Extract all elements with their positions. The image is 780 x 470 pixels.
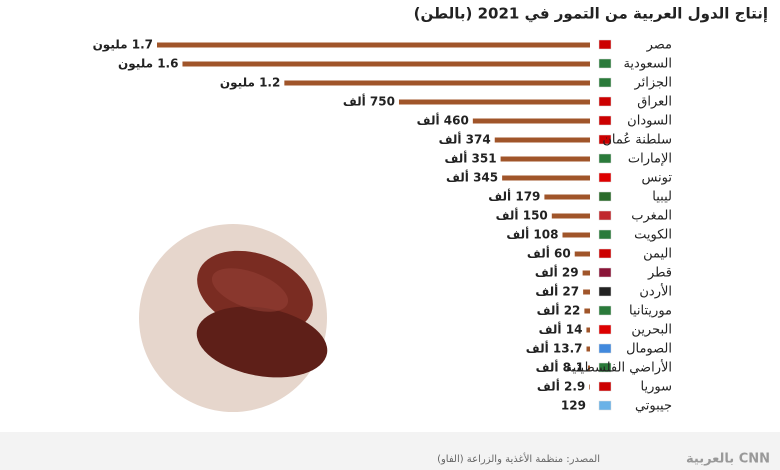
- bar: [586, 327, 590, 333]
- source: المصدر: منظمة الأغذية والزراعة (الفاو): [437, 452, 600, 465]
- value-label: 1.2 مليون: [220, 76, 280, 91]
- flag: [598, 77, 612, 88]
- flag: [598, 248, 612, 259]
- bar: [551, 213, 590, 219]
- bar: [398, 99, 590, 105]
- bar: [574, 251, 590, 257]
- flag: [598, 362, 612, 373]
- flag: [598, 381, 612, 392]
- category-label: الأراضي الفلسطينية: [566, 359, 672, 376]
- value-label: 8.1 ألف: [536, 360, 584, 375]
- bar: [544, 194, 590, 200]
- value-label: 60 ألف: [527, 246, 571, 261]
- category-label: سلطنة عُمان: [602, 132, 672, 148]
- flag: [598, 343, 612, 354]
- value-label: 750 ألف: [343, 94, 395, 109]
- value-label: 179 ألف: [488, 189, 540, 204]
- category-label: موريتانيا: [629, 304, 672, 319]
- flag: [598, 400, 612, 411]
- category-label: سوريا: [641, 380, 672, 395]
- category-label: الجزائر: [633, 76, 672, 91]
- chart-title: إنتاج الدول العربية من التمور في 2021 (ب…: [414, 5, 768, 23]
- footer-band: [0, 432, 780, 470]
- value-label: 27 ألف: [535, 284, 579, 299]
- category-label: مصر: [646, 38, 672, 53]
- value-label: 129: [561, 399, 586, 413]
- bar: [586, 346, 590, 352]
- value-label: 14 ألف: [539, 322, 583, 337]
- flag: [598, 115, 612, 126]
- value-label: 351 ألف: [444, 151, 496, 166]
- bar: [587, 365, 590, 371]
- category-label: المغرب: [631, 209, 672, 224]
- flag: [598, 172, 612, 183]
- value-label: 2.9 ألف: [537, 379, 585, 394]
- value-label: 1.7 مليون: [93, 38, 153, 53]
- flag: [598, 305, 612, 316]
- bar: [583, 289, 590, 295]
- category-label: العراق: [637, 95, 672, 110]
- bar: [584, 308, 590, 314]
- category-label: اليمن: [643, 247, 672, 262]
- bar: [500, 156, 590, 162]
- value-label: 13.7 ألف: [526, 341, 583, 356]
- bar: [284, 80, 590, 86]
- value-label: 460 ألف: [417, 113, 469, 128]
- date-illustration: [139, 224, 328, 412]
- category-label: الإمارات: [628, 152, 672, 167]
- bar: [589, 384, 590, 390]
- bar: [494, 137, 590, 143]
- category-label: السعودية: [623, 57, 672, 72]
- bar: [157, 42, 590, 48]
- value-label: 108 ألف: [506, 227, 558, 242]
- category-label: البحرين: [631, 323, 672, 338]
- flag: [598, 191, 612, 202]
- category-label: السودان: [627, 114, 672, 129]
- brand-logo: CNN بالعربية: [686, 452, 770, 467]
- category-label: تونس: [641, 171, 672, 186]
- bar: [562, 232, 590, 238]
- flag: [598, 229, 612, 240]
- flag: [598, 210, 612, 221]
- flag: [598, 286, 612, 297]
- value-label: 22 ألف: [537, 303, 581, 318]
- bar: [472, 118, 590, 124]
- flag: [598, 39, 612, 50]
- value-label: 150 ألف: [496, 208, 548, 223]
- flag: [598, 58, 612, 69]
- category-label: ليبيا: [652, 190, 672, 205]
- value-label: 29 ألف: [535, 265, 579, 280]
- category-label: جيبوتي: [635, 399, 672, 414]
- category-label: الكويت: [634, 228, 672, 243]
- category-label: قطر: [647, 266, 672, 281]
- category-label: الصومال: [626, 342, 672, 357]
- flag: [598, 96, 612, 107]
- value-label: 345 ألف: [446, 170, 498, 185]
- flag: [598, 324, 612, 335]
- bar: [182, 61, 590, 67]
- bar: [582, 270, 590, 276]
- flag: [598, 153, 612, 164]
- category-label: الأردن: [639, 283, 672, 300]
- bar: [502, 175, 590, 181]
- value-label: 374 ألف: [439, 132, 491, 147]
- value-label: 1.6 مليون: [118, 57, 178, 72]
- flag: [598, 267, 612, 278]
- flag: [598, 134, 612, 145]
